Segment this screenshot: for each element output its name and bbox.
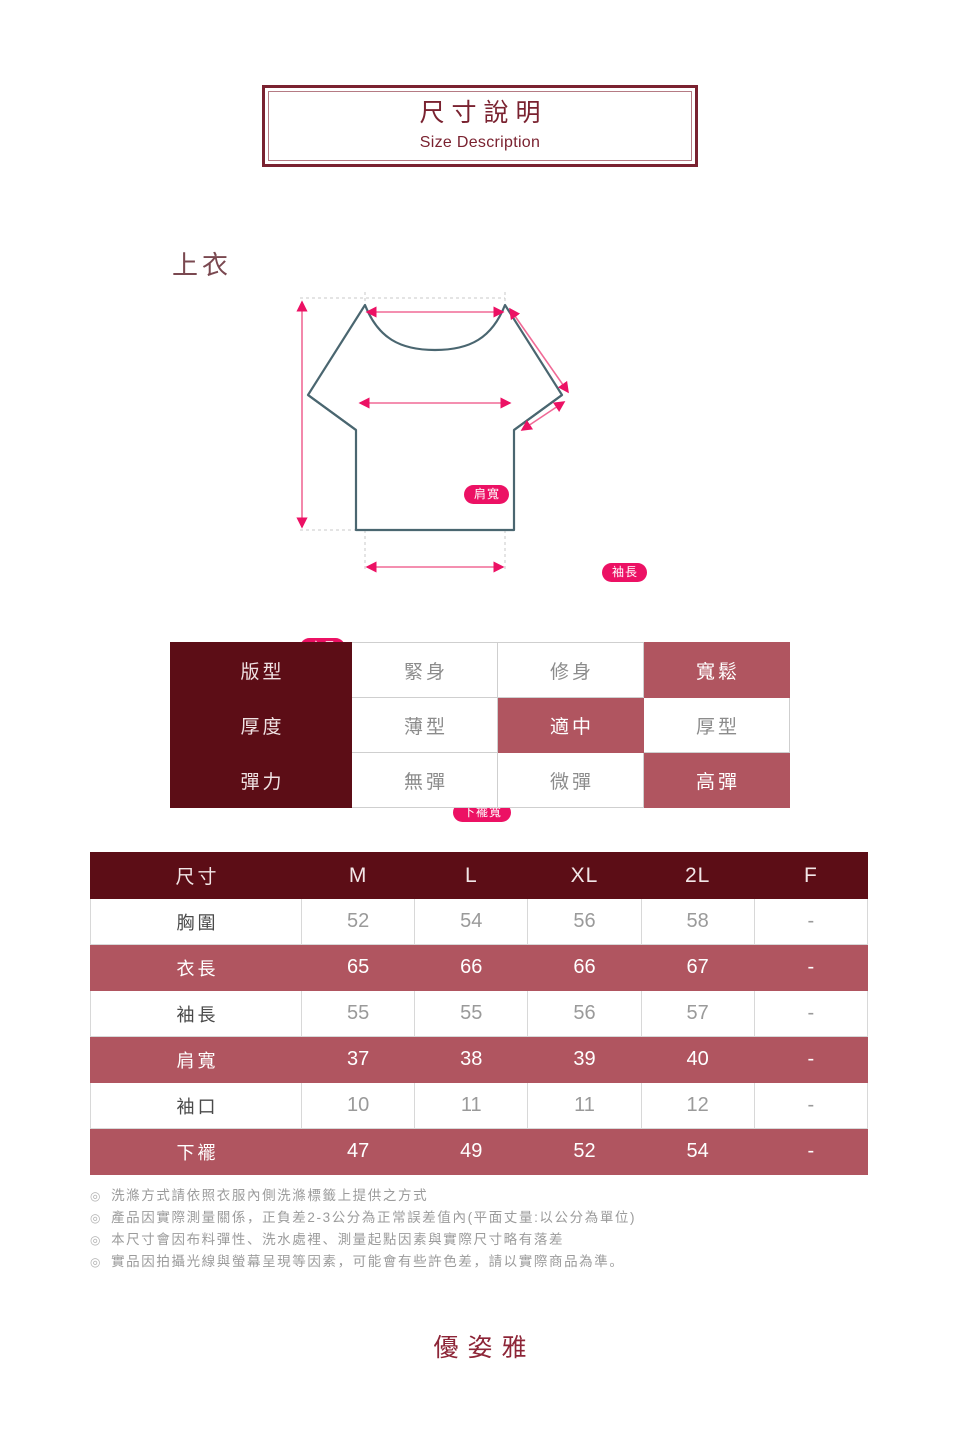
table-row: 衣長 65 66 66 67- [90, 944, 869, 991]
attribute-option-selected[interactable]: 適中 [497, 697, 644, 753]
table-row: 袖口 10 11 11 12- [90, 1082, 869, 1129]
badge-hem-width: 下襬寬 [453, 803, 512, 822]
measurement-value: 67 [640, 944, 755, 991]
attribute-option[interactable]: 厚型 [643, 697, 790, 753]
attribute-row-label: 版型 [170, 642, 352, 698]
bullet-circle-icon: ◎ [90, 1189, 103, 1203]
sleeve-length-arrow [509, 307, 569, 394]
header-inner-frame: 尺寸說明 Size Description [268, 91, 692, 161]
tshirt-outline [306, 303, 564, 532]
measurement-value: 47 [300, 1128, 416, 1175]
measurement-value: 66 [414, 944, 529, 991]
measurement-value: - [753, 944, 869, 991]
size-measurement-table: 尺寸 M L XL 2L F 胸圍 52 54 56 58- 衣長 65 66 66 67- 袖長 55 55 56… [90, 852, 869, 1175]
cuff-arrow [520, 401, 566, 431]
measurement-value: 11 [527, 1082, 642, 1129]
measurement-value: - [753, 990, 869, 1037]
page-title-en: Size Description [419, 133, 541, 151]
size-description-header: 尺寸說明 Size Description [262, 85, 698, 167]
measurement-value: 54 [640, 1128, 755, 1175]
measurement-label: 衣長 [90, 944, 302, 991]
measurement-value: 52 [300, 898, 416, 945]
attribute-row: 彈力 無彈 微彈 高彈 [170, 752, 790, 808]
attributes-body: 版型 緊身 修身 寬鬆 厚度 薄型 適中 厚型 彈力 無彈 微彈 高彈 [170, 642, 790, 808]
notes-list: ◎ 洗滌方式請依照衣服內側洗滌標籤上提供之方式 ◎ 產品因實際測量關係，正負差2-3公… [90, 1185, 890, 1272]
size-column-header: XL [527, 852, 642, 899]
measurement-value: 49 [414, 1128, 529, 1175]
page-title-cn: 尺寸說明 [419, 99, 548, 128]
attribute-row: 厚度 薄型 適中 厚型 [170, 697, 790, 753]
table-row: 胸圍 52 54 56 58- [90, 898, 869, 945]
attribute-option-selected[interactable]: 寬鬆 [643, 642, 790, 698]
attribute-row-label: 彈力 [170, 752, 352, 808]
size-column-header: 2L [640, 852, 755, 899]
attribute-option[interactable]: 緊身 [351, 642, 498, 698]
note-item: ◎ 洗滌方式請依照衣服內側洗滌標籤上提供之方式 [90, 1185, 890, 1207]
measurement-value: - [753, 1128, 869, 1175]
note-text: 洗滌方式請依照衣服內側洗滌標籤上提供之方式 [111, 1188, 429, 1203]
measurement-value: - [753, 1082, 869, 1129]
table-row: 袖長 55 55 56 57- [90, 990, 869, 1037]
size-table-body: 胸圍 52 54 56 58- 衣長 65 66 66 67- 袖長 55 55 56 57- 肩寬 37 38 3… [90, 898, 869, 1175]
garment-category-label: 上衣 [172, 250, 233, 280]
measurement-value: 55 [300, 990, 416, 1037]
measurement-value: 37 [300, 1036, 416, 1083]
attribute-option[interactable]: 無彈 [351, 752, 498, 808]
measurement-label: 肩寬 [90, 1036, 302, 1083]
bullet-circle-icon: ◎ [90, 1232, 103, 1247]
note-item: ◎ 產品因實際測量關係，正負差2-3公分為正常誤差值內(平面丈量:以公分為單位) [90, 1207, 890, 1229]
bullet-circle-icon: ◎ [90, 1254, 103, 1269]
measurement-value: 10 [300, 1082, 416, 1129]
brand-name: 優姿雅 [433, 1334, 536, 1362]
measurement-value: 12 [640, 1082, 755, 1129]
measurement-value: 56 [527, 898, 642, 945]
measurement-value: 66 [527, 944, 642, 991]
size-column-header: F [753, 852, 869, 899]
note-item: ◎ 實品因拍攝光線與螢幕呈現等因素，可能會有些許色差，請以實際商品為準。 [90, 1251, 890, 1273]
badge-shoulder-width: 肩寬 [464, 485, 510, 504]
measurement-label: 袖口 [90, 1082, 302, 1129]
measurement-value: - [753, 898, 869, 945]
attribute-row: 版型 緊身 修身 寬鬆 [170, 642, 790, 698]
measurement-value: 56 [527, 990, 642, 1037]
note-text: 實品因拍攝光線與螢幕呈現等因素，可能會有些許色差，請以實際商品為準。 [111, 1253, 625, 1269]
attribute-option[interactable]: 修身 [497, 642, 644, 698]
table-row: 下襬 47 49 52 54- [90, 1128, 869, 1175]
size-table-head: 尺寸 M L XL 2L F [90, 852, 869, 899]
note-text: 產品因實際測量關係，正負差2-3公分為正常誤差值內(平面丈量:以公分為單位) [111, 1209, 637, 1225]
measurement-value: 57 [640, 990, 755, 1037]
size-table-header-row: 尺寸 M L XL 2L F [90, 852, 869, 899]
measurement-value: 65 [300, 944, 416, 991]
measurement-value: - [753, 1036, 869, 1083]
attribute-option[interactable]: 微彈 [497, 752, 644, 808]
measurement-value: 54 [414, 898, 529, 945]
size-column-header: L [414, 852, 529, 899]
note-item: ◎ 本尺寸會因布料彈性、洗水處裡、測量起點因素與實際尺寸略有落差 [90, 1229, 890, 1251]
guide-lines [300, 292, 506, 570]
attribute-option[interactable]: 薄型 [351, 697, 498, 753]
badge-sleeve-length: 袖長 [602, 563, 648, 582]
measurement-value: 55 [414, 990, 529, 1037]
attribute-row-label: 厚度 [170, 697, 352, 753]
measurement-value: 38 [414, 1036, 529, 1083]
tshirt-diagram-svg [296, 292, 569, 573]
size-table-corner-label: 尺寸 [90, 852, 302, 899]
measurement-label: 下襬 [90, 1128, 302, 1175]
garment-attributes-table: 版型 緊身 修身 寬鬆 厚度 薄型 適中 厚型 彈力 無彈 微彈 高彈 [170, 642, 790, 808]
attribute-option-selected[interactable]: 高彈 [643, 752, 790, 808]
measurement-value: 39 [527, 1036, 642, 1083]
measurement-label: 胸圍 [90, 898, 302, 945]
garment-diagram-section: 上衣 [0, 230, 960, 822]
bullet-circle-icon: ◎ [90, 1210, 103, 1225]
note-text: 本尺寸會因布料彈性、洗水處裡、測量起點因素與實際尺寸略有落差 [111, 1231, 565, 1247]
size-column-header: M [300, 852, 416, 899]
measurement-label: 袖長 [90, 990, 302, 1037]
measurement-value: 40 [640, 1036, 755, 1083]
table-row: 肩寬 37 38 39 40- [90, 1036, 869, 1083]
measurement-value: 58 [640, 898, 755, 945]
measurement-value: 11 [414, 1082, 529, 1129]
measurement-value: 52 [527, 1128, 642, 1175]
